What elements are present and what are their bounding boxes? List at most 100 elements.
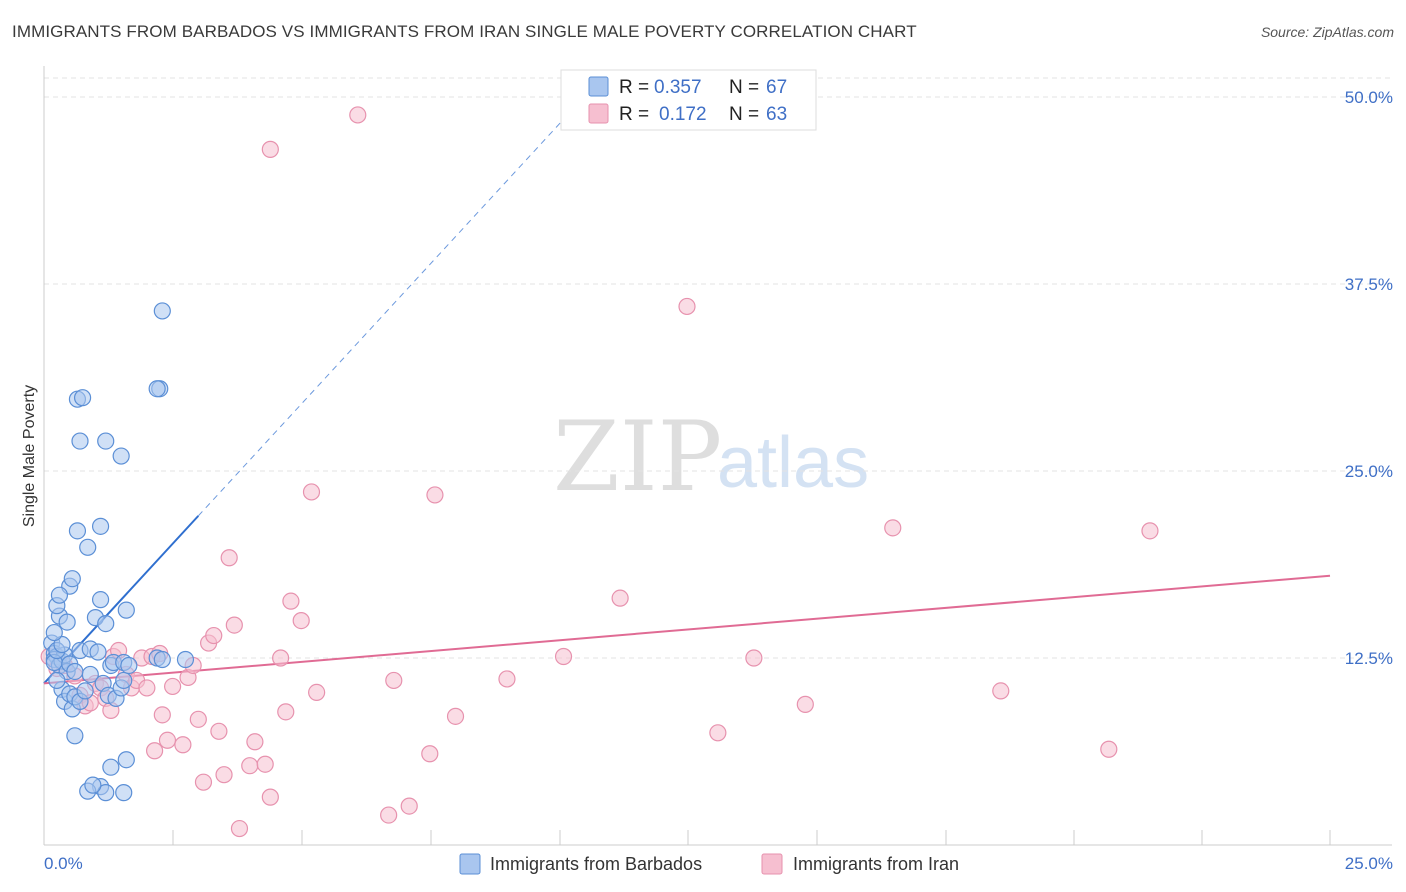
iran-point-40 [272,649,290,667]
legend-swatch-barbados [588,76,609,97]
y-axis-label: Single Male Poverty [21,385,38,527]
grid-lines [44,77,1392,659]
legend-n-label-iran: N = [729,104,759,125]
iran-point-52 [446,707,465,725]
iran-point-35 [230,819,249,838]
trend-lines [43,96,1331,685]
barbados-point-66 [48,671,66,690]
bottom-legend: Immigrants from Barbados Immigrants from… [459,853,959,875]
y-tick-label-1: 25.0% [1345,462,1393,481]
barbados-point-48 [115,784,133,802]
iran-point-24 [174,736,192,754]
bottom-legend-label-iran: Immigrants from Iran [793,854,959,874]
barbados-point-41 [117,601,135,619]
iran-point-53 [498,670,516,688]
barbados-point-64 [148,380,166,398]
iran-point-38 [256,755,274,773]
iran-point-63 [1141,522,1159,540]
bottom-legend-swatch-barbados [459,853,481,875]
iran-point-37 [246,733,264,751]
barbados-point-30 [89,643,107,661]
top-legend: R = 0.357 N = 67 R = 0.172 N = 63 [560,69,817,131]
iran-point-28 [194,773,213,791]
iran-point-32 [215,766,233,784]
iran-point-31 [210,722,228,740]
legend-r-value-barbados: 0.357 [654,77,702,98]
barbados-point-46 [97,784,115,802]
iran-point-46 [349,106,367,124]
legend-n-value-iran: 63 [766,104,787,125]
tick-labels: 12.5% 25.0% 37.5% 50.0% 0.0% 25.0% [44,88,1393,873]
barbados-trend-extension [197,96,585,517]
barbados-point-53 [153,650,171,669]
iran-point-48 [385,671,403,690]
barbados-point-59 [112,447,130,465]
legend-n-value-barbados: 67 [766,77,787,98]
iran-point-62 [1100,740,1118,758]
iran-point-44 [302,483,321,501]
iran-point-56 [678,297,696,316]
iran-point-43 [292,611,310,630]
axes [43,66,1392,846]
iran-point-23 [164,677,182,696]
iran-point-21 [153,706,171,724]
iran-point-47 [380,806,398,824]
chart-title: IMMIGRANTS FROM BARBADOS VS IMMIGRANTS F… [12,22,917,41]
barbados-point-57 [73,389,92,407]
legend-n-label-barbados: N = [729,77,759,98]
barbados-point-11 [53,635,71,654]
iran-trend-line [43,574,1331,685]
barbados-points [43,302,195,802]
iran-point-34 [225,616,243,634]
iran-point-33 [220,549,238,567]
barbados-point-56 [71,432,89,450]
barbados-point-60 [68,522,87,540]
barbados-point-27 [66,662,84,681]
iran-point-59 [796,695,814,713]
barbados-point-44 [102,758,120,776]
iran-point-55 [611,589,629,607]
iran-point-49 [400,797,418,815]
bottom-legend-swatch-iran [761,853,783,875]
iran-point-51 [426,486,444,504]
iran-point-27 [189,710,207,728]
iran-point-41 [277,703,295,721]
legend-r-value-iran: 0.172 [659,104,707,125]
legend-r-label-iran: R = [619,104,649,125]
barbados-point-32 [91,591,110,609]
iran-points [40,106,1159,838]
iran-point-42 [282,592,300,610]
barbados-point-12 [45,623,63,642]
iran-point-39 [261,788,279,806]
barbados-point-18 [63,570,81,588]
x-tick-label-1: 25.0% [1345,854,1393,873]
y-tick-label-0: 12.5% [1345,649,1393,668]
iran-point-60 [884,519,902,537]
iran-point-54 [554,647,573,666]
watermark-atlas: atlas [717,423,869,503]
barbados-point-40 [115,671,133,690]
iran-point-57 [709,724,727,742]
iran-point-50 [421,745,439,763]
iran-point-36 [241,757,259,775]
barbados-point-33 [97,614,115,633]
legend-swatch-iran [588,103,609,124]
barbados-point-43 [117,751,135,769]
barbados-point-42 [66,727,84,745]
iran-point-58 [745,649,763,667]
iran-point-30 [205,626,223,645]
barbados-point-61 [79,538,97,556]
watermark-zip: ZIP [553,401,722,513]
barbados-point-51 [120,656,138,675]
iran-point-19 [145,742,164,760]
iran-point-64 [261,140,279,158]
barbados-point-54 [176,650,195,669]
iran-point-17 [138,679,156,697]
x-tick-label-0: 0.0% [44,854,83,873]
barbados-point-65 [153,302,171,320]
barbados-point-62 [91,517,110,535]
bottom-legend-label-barbados: Immigrants from Barbados [490,854,702,874]
barbados-point-25 [76,682,94,700]
barbados-point-58 [97,432,115,450]
